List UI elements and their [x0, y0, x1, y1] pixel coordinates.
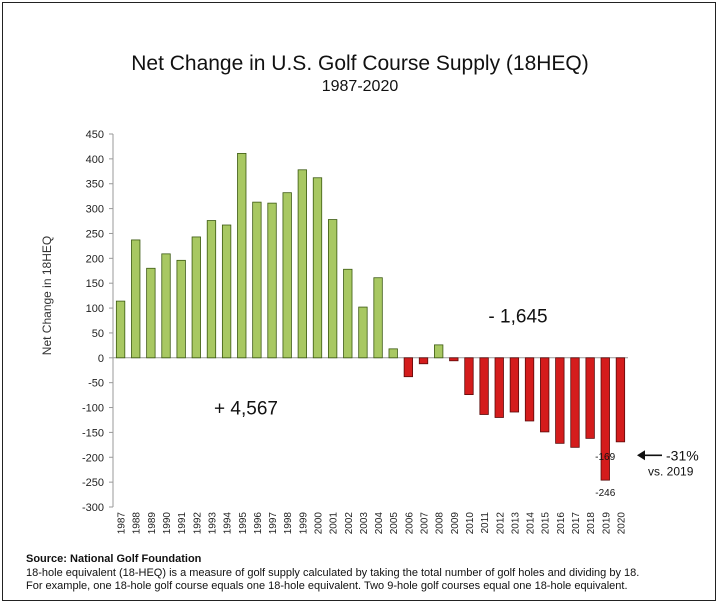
x-tick-label: 2006	[404, 512, 415, 535]
x-tick-label: 2002	[344, 512, 355, 535]
annotation-negative-total: - 1,645	[488, 307, 547, 328]
bar-2017	[570, 357, 580, 448]
x-tick-label: 2013	[510, 512, 521, 535]
y-tick-label: -300	[82, 502, 104, 514]
footnote-line-2: For example, one 18-hole golf course equ…	[26, 580, 628, 592]
x-tick-label: 2008	[435, 512, 446, 535]
bar-1998	[282, 192, 292, 359]
y-tick-label: 450	[86, 129, 104, 141]
bar-2019	[600, 357, 610, 481]
y-tick-label: 150	[86, 278, 104, 290]
x-tick-label: 1990	[162, 512, 173, 535]
x-tick-label: 1996	[253, 512, 264, 535]
x-tick-label: 2003	[359, 512, 370, 535]
callout-arrow-head	[637, 450, 645, 461]
bar-2002	[343, 268, 353, 359]
bar-1987	[115, 300, 126, 359]
bar-2010	[464, 357, 474, 396]
x-tick-label: 1994	[223, 512, 234, 535]
x-tick-label: 1989	[147, 512, 158, 535]
bar-2005	[388, 348, 398, 359]
bar-1995	[237, 152, 247, 359]
y-tick-label: -100	[82, 403, 104, 415]
bar-1989	[146, 267, 156, 359]
x-tick-label: 1998	[283, 512, 294, 535]
x-tick-label: 1995	[238, 512, 249, 535]
bar-1996	[252, 201, 262, 359]
bar-1999	[297, 169, 307, 359]
x-tick-label: 1991	[177, 512, 188, 535]
bar-1993	[206, 220, 217, 359]
x-tick-label: 2001	[329, 512, 340, 535]
bar-2013	[509, 357, 520, 413]
x-tick-label: 2009	[450, 512, 461, 535]
x-tick-label: 2012	[495, 512, 506, 535]
bar-2007	[418, 357, 429, 365]
x-tick-label: 2015	[541, 512, 552, 535]
x-tick-label: 2010	[465, 512, 476, 535]
bar-2014	[524, 357, 535, 422]
bar-2020	[615, 357, 626, 443]
bar-2018	[585, 357, 595, 439]
x-tick-label: 2005	[389, 512, 400, 535]
bar-2016	[555, 357, 565, 444]
bar-2008	[434, 344, 444, 359]
annotation-positive-total: + 4,567	[214, 399, 278, 420]
x-tick-label: 2004	[374, 512, 385, 535]
y-tick-label: 350	[86, 179, 104, 191]
y-tick-label: 100	[86, 303, 104, 315]
y-tick-label: -150	[82, 427, 104, 439]
data-label-2019: -246	[595, 488, 615, 499]
bar-2009	[449, 357, 459, 362]
source-note: Source: National Golf Foundation	[26, 553, 202, 565]
x-tick-label: 1988	[132, 512, 143, 535]
y-tick-label: 0	[98, 353, 104, 365]
x-tick-label: 2016	[556, 512, 567, 535]
bar-1994	[221, 224, 232, 359]
y-axis-title: Net Change in 18HEQ	[40, 236, 54, 355]
x-tick-label: 2014	[526, 512, 537, 535]
y-tick-label: 250	[86, 228, 104, 240]
chart-subtitle: 1987-2020	[321, 78, 399, 95]
y-tick-label: -250	[82, 477, 104, 489]
chart-footer: Source: National Golf Foundation 18-hole…	[26, 553, 706, 594]
x-tick-label: 2007	[420, 512, 431, 535]
bar-2015	[540, 357, 550, 433]
y-tick-label: -200	[82, 452, 104, 464]
bar-2011	[479, 357, 489, 415]
bar-2012	[494, 357, 504, 418]
x-tick-label: 1993	[207, 512, 218, 535]
bar-1997	[267, 202, 277, 359]
chart-title: Net Change in U.S. Golf Course Supply (1…	[131, 52, 589, 75]
bar-1992	[191, 236, 201, 359]
bar-2004	[373, 277, 383, 359]
data-label-2020: -169	[595, 452, 615, 463]
bar-1991	[176, 259, 186, 359]
x-tick-label: 2000	[313, 512, 324, 535]
y-tick-label: 200	[86, 253, 104, 265]
x-tick-label: 2017	[571, 512, 582, 535]
x-tick-label: 2011	[480, 512, 491, 534]
bar-1988	[131, 239, 141, 359]
x-tick-label: 1997	[268, 512, 279, 535]
x-tick-label: 2018	[586, 512, 597, 535]
callout-text-1: -31%	[666, 447, 699, 463]
y-tick-label: 50	[92, 328, 104, 340]
bar-1990	[161, 253, 171, 359]
bar-2001	[327, 219, 338, 359]
x-tick-label: 1999	[298, 512, 309, 535]
footnote-line-1: 18-hole equivalent (18-HEQ) is a measure…	[26, 566, 640, 579]
y-tick-label: 400	[86, 154, 104, 166]
y-tick-label: -50	[88, 378, 104, 390]
x-tick-label: 2019	[601, 512, 612, 535]
x-tick-label: 2020	[616, 512, 627, 535]
y-tick-label: 300	[86, 204, 104, 216]
x-tick-label: 1987	[117, 512, 128, 535]
callout-text-2: vs. 2019	[648, 464, 694, 478]
bar-2006	[403, 357, 414, 378]
bar-2003	[358, 306, 368, 359]
x-tick-label: 1992	[192, 512, 203, 535]
bar-2000	[312, 177, 323, 359]
